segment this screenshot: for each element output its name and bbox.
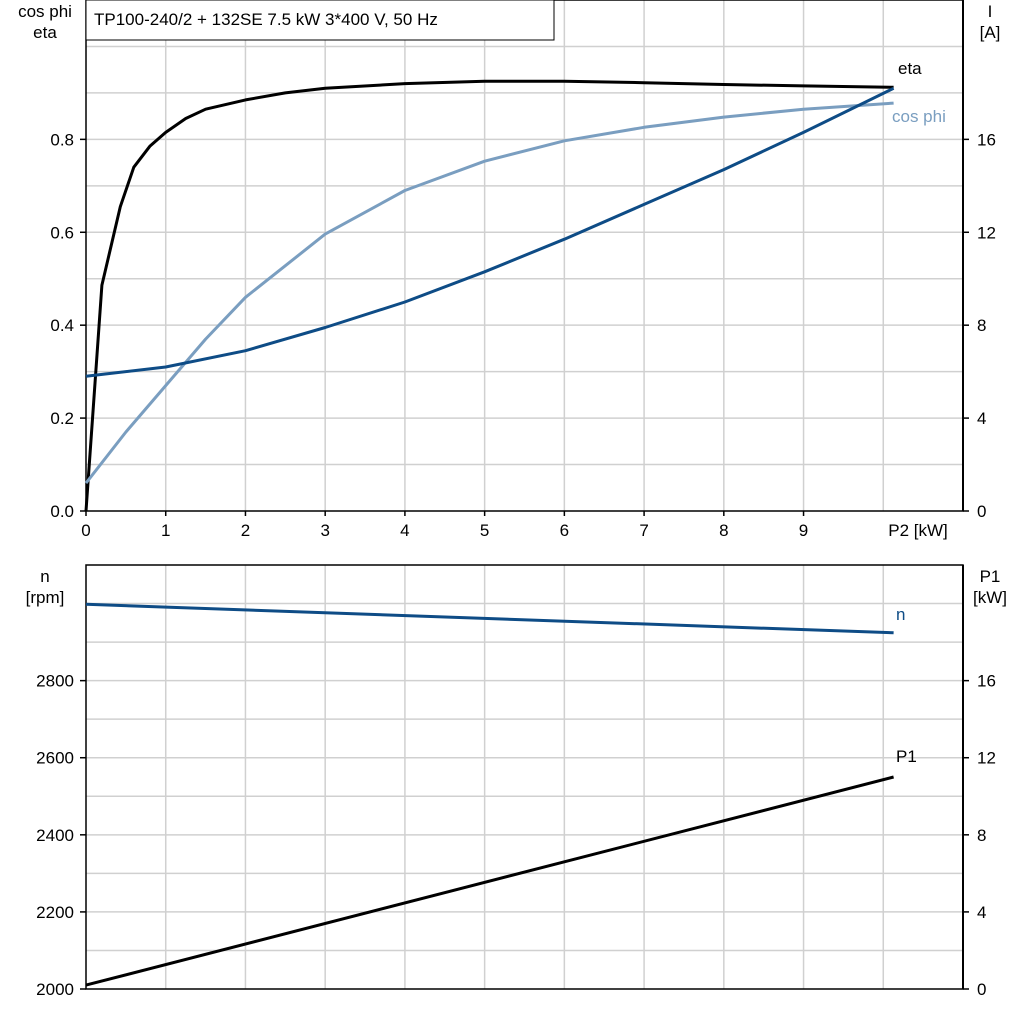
chart-panel-1 <box>80 0 969 516</box>
x-tick-label: 3 <box>320 521 329 540</box>
y-tick-label-right: 0 <box>977 502 986 521</box>
y-axis-label-right: [kW] <box>973 588 1007 607</box>
series-line-cos-phi <box>84 101 894 485</box>
x-tick-label: 4 <box>400 521 409 540</box>
x-tick-label: 5 <box>480 521 489 540</box>
y-tick-label-right: 12 <box>977 749 996 768</box>
y-axis-label-left: eta <box>33 23 57 42</box>
title-box <box>85 0 555 41</box>
y-tick-label-right: 0 <box>977 980 986 999</box>
x-axis-label: P2 [kW] <box>888 521 948 540</box>
y-tick-label-right: 4 <box>977 409 986 428</box>
y-tick-label-right: 8 <box>977 316 986 335</box>
series-line-I <box>85 86 895 378</box>
y-tick-label-right: 8 <box>977 826 986 845</box>
series-label-eta: eta <box>898 59 922 78</box>
x-tick-label: 9 <box>799 521 808 540</box>
series-line-eta <box>84 79 894 512</box>
y-axis-label-right: [A] <box>980 23 1001 42</box>
x-tick-label: 7 <box>639 521 648 540</box>
series-label-p1: P1 <box>896 747 917 766</box>
y-tick-label-left: 2800 <box>36 672 74 691</box>
plot-frame <box>85 564 964 990</box>
y-tick-label-left: 2600 <box>36 749 74 768</box>
y-axis-label-right: I <box>988 2 993 21</box>
series-line-P1 <box>85 775 894 987</box>
y-axis-label-right: P1 <box>980 567 1001 586</box>
y-tick-label-left: 0.6 <box>50 223 74 242</box>
y-tick-label-left: 0.2 <box>50 409 74 428</box>
series-label-cos-phi: cos phi <box>892 107 946 126</box>
y-axis-label-left: cos phi <box>18 2 72 21</box>
x-tick-label: 8 <box>719 521 728 540</box>
y-tick-label-left: 0.4 <box>50 316 74 335</box>
chart-title: TP100-240/2 + 132SE 7.5 kW 3*400 V, 50 H… <box>94 10 438 29</box>
x-tick-label: 1 <box>161 521 170 540</box>
y-axis-label-left: [rpm] <box>26 588 65 607</box>
x-tick-label: 2 <box>241 521 250 540</box>
y-tick-label-right: 16 <box>977 672 996 691</box>
y-tick-label-left: 2200 <box>36 903 74 922</box>
x-tick-label: 0 <box>81 521 90 540</box>
y-tick-label-left: 2400 <box>36 826 74 845</box>
chart-panel-2 <box>80 564 969 990</box>
x-tick-label: 6 <box>560 521 569 540</box>
y-tick-label-right: 16 <box>977 130 996 149</box>
y-tick-label-right: 12 <box>977 223 996 242</box>
y-tick-label-right: 4 <box>977 903 986 922</box>
series-line-n <box>85 602 894 635</box>
y-tick-label-left: 2000 <box>36 980 74 999</box>
y-axis-label-left: n <box>40 567 49 586</box>
series-label-n: n <box>896 605 905 624</box>
y-tick-label-left: 0.8 <box>50 130 74 149</box>
y-tick-label-left: 0.0 <box>50 502 74 521</box>
